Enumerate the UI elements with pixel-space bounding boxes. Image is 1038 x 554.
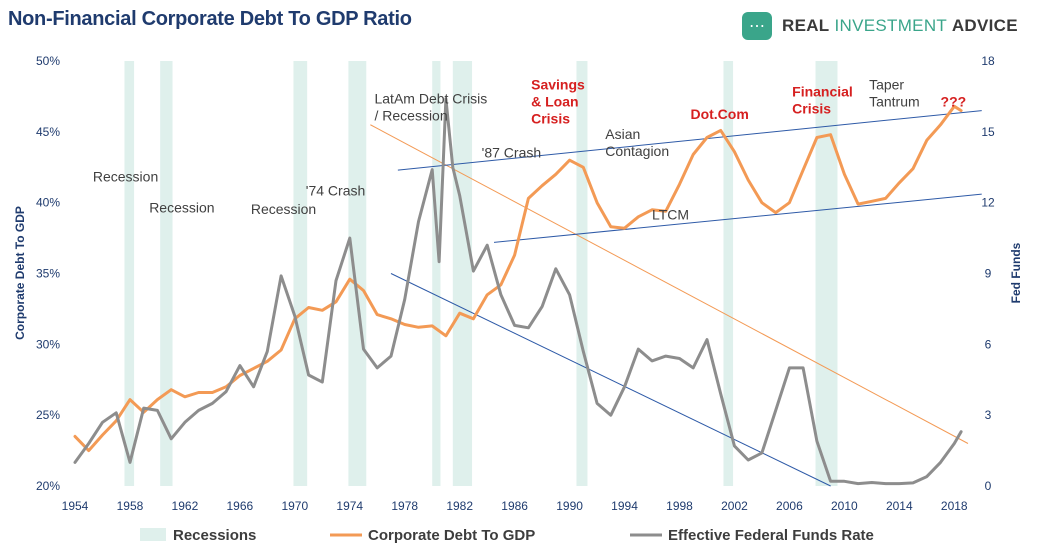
annotation-label: Asian <box>605 126 640 142</box>
x-tick-label: 1998 <box>666 499 693 513</box>
annotation-label: Dot.Com <box>690 106 748 122</box>
annotation-label: Crisis <box>792 100 831 116</box>
x-tick-label: 1986 <box>501 499 528 513</box>
legend-label-recessions: Recessions <box>173 527 256 544</box>
y-left-tick-label: 45% <box>36 125 60 139</box>
chart-title: Non-Financial Corporate Debt To GDP Rati… <box>8 8 412 30</box>
annotation-label: '74 Crash <box>306 183 365 199</box>
y-left-tick-label: 30% <box>36 337 60 351</box>
x-tick-label: 2018 <box>941 499 968 513</box>
y-right-axis-title: Fed Funds <box>1009 242 1023 303</box>
logo-word-investment: INVESTMENT <box>834 16 947 35</box>
annotation-label: Taper <box>869 76 904 92</box>
annotation-label: Savings <box>531 76 585 92</box>
annotation-label: Contagion <box>605 143 669 159</box>
y-left-tick-label: 40% <box>36 196 60 210</box>
y-right-tick-label: 3 <box>985 408 992 422</box>
x-tick-label: 1978 <box>391 499 418 513</box>
recession-band <box>576 61 588 486</box>
y-right-tick-label: 9 <box>985 267 992 281</box>
x-tick-label: 1994 <box>611 499 638 513</box>
y-right-tick-label: 6 <box>985 337 992 351</box>
trend-line <box>493 193 982 243</box>
recession-band <box>160 61 173 486</box>
y-right-tick-label: 18 <box>981 54 995 68</box>
annotation-label: LTCM <box>652 207 689 223</box>
recession-band <box>723 61 734 486</box>
annotation-label: '87 Crash <box>482 144 541 160</box>
logo-word-advice: ADVICE <box>951 16 1018 35</box>
x-tick-label: 2006 <box>776 499 803 513</box>
recession-band <box>348 61 367 486</box>
recession-band <box>432 61 441 486</box>
logo-wordmark: REAL INVESTMENT ADVICE <box>782 16 1018 36</box>
brand-logo: ⋯ REAL INVESTMENT ADVICE <box>742 12 1018 40</box>
y-left-tick-label: 50% <box>36 54 60 68</box>
legend-label-debt: Corporate Debt To GDP <box>368 527 535 544</box>
legend-label-fed: Effective Federal Funds Rate <box>668 527 874 544</box>
y-left-axis-title: Corporate Debt To GDP <box>13 206 27 340</box>
x-tick-label: 1954 <box>62 499 89 513</box>
chat-bubble-icon: ⋯ <box>742 12 772 40</box>
x-tick-label: 1970 <box>281 499 308 513</box>
trend-line <box>370 124 969 444</box>
logo-word-real: REAL <box>782 16 830 35</box>
annotation-label: Recession <box>149 200 214 216</box>
x-tick-label: 1982 <box>446 499 473 513</box>
x-tick-label: 2014 <box>886 499 913 513</box>
recession-band <box>815 61 838 486</box>
x-tick-label: 2010 <box>831 499 858 513</box>
annotation-label: Crisis <box>531 110 570 126</box>
annotation-label: ??? <box>941 93 967 109</box>
annotation-label: Recession <box>93 168 158 184</box>
trend-line <box>397 110 982 171</box>
annotation-label: & Loan <box>531 93 578 109</box>
y-right-tick-label: 0 <box>985 479 992 493</box>
trend-line <box>390 273 831 487</box>
x-tick-label: 1966 <box>227 499 254 513</box>
annotation-label: LatAm Debt Crisis <box>374 91 487 107</box>
debt-to-gdp-series-line <box>73 104 963 453</box>
y-left-tick-label: 35% <box>36 267 60 281</box>
x-tick-label: 1962 <box>172 499 199 513</box>
fed-funds-series-line <box>73 97 963 486</box>
annotation-label: / Recession <box>374 108 447 124</box>
x-tick-label: 1990 <box>556 499 583 513</box>
recession-band <box>293 61 308 486</box>
annotation-label: Financial <box>792 83 853 99</box>
y-right-tick-label: 15 <box>981 125 995 139</box>
x-tick-label: 1958 <box>117 499 144 513</box>
annotation-label: Tantrum <box>869 93 920 109</box>
annotation-label: Recession <box>251 201 316 217</box>
x-tick-label: 2002 <box>721 499 748 513</box>
x-tick-label: 1974 <box>336 499 363 513</box>
y-left-tick-label: 25% <box>36 408 60 422</box>
y-left-tick-label: 20% <box>36 479 60 493</box>
recession-band <box>452 61 473 486</box>
y-right-tick-label: 12 <box>981 196 995 210</box>
recession-band <box>124 61 135 486</box>
legend-swatch-recessions <box>140 528 166 541</box>
